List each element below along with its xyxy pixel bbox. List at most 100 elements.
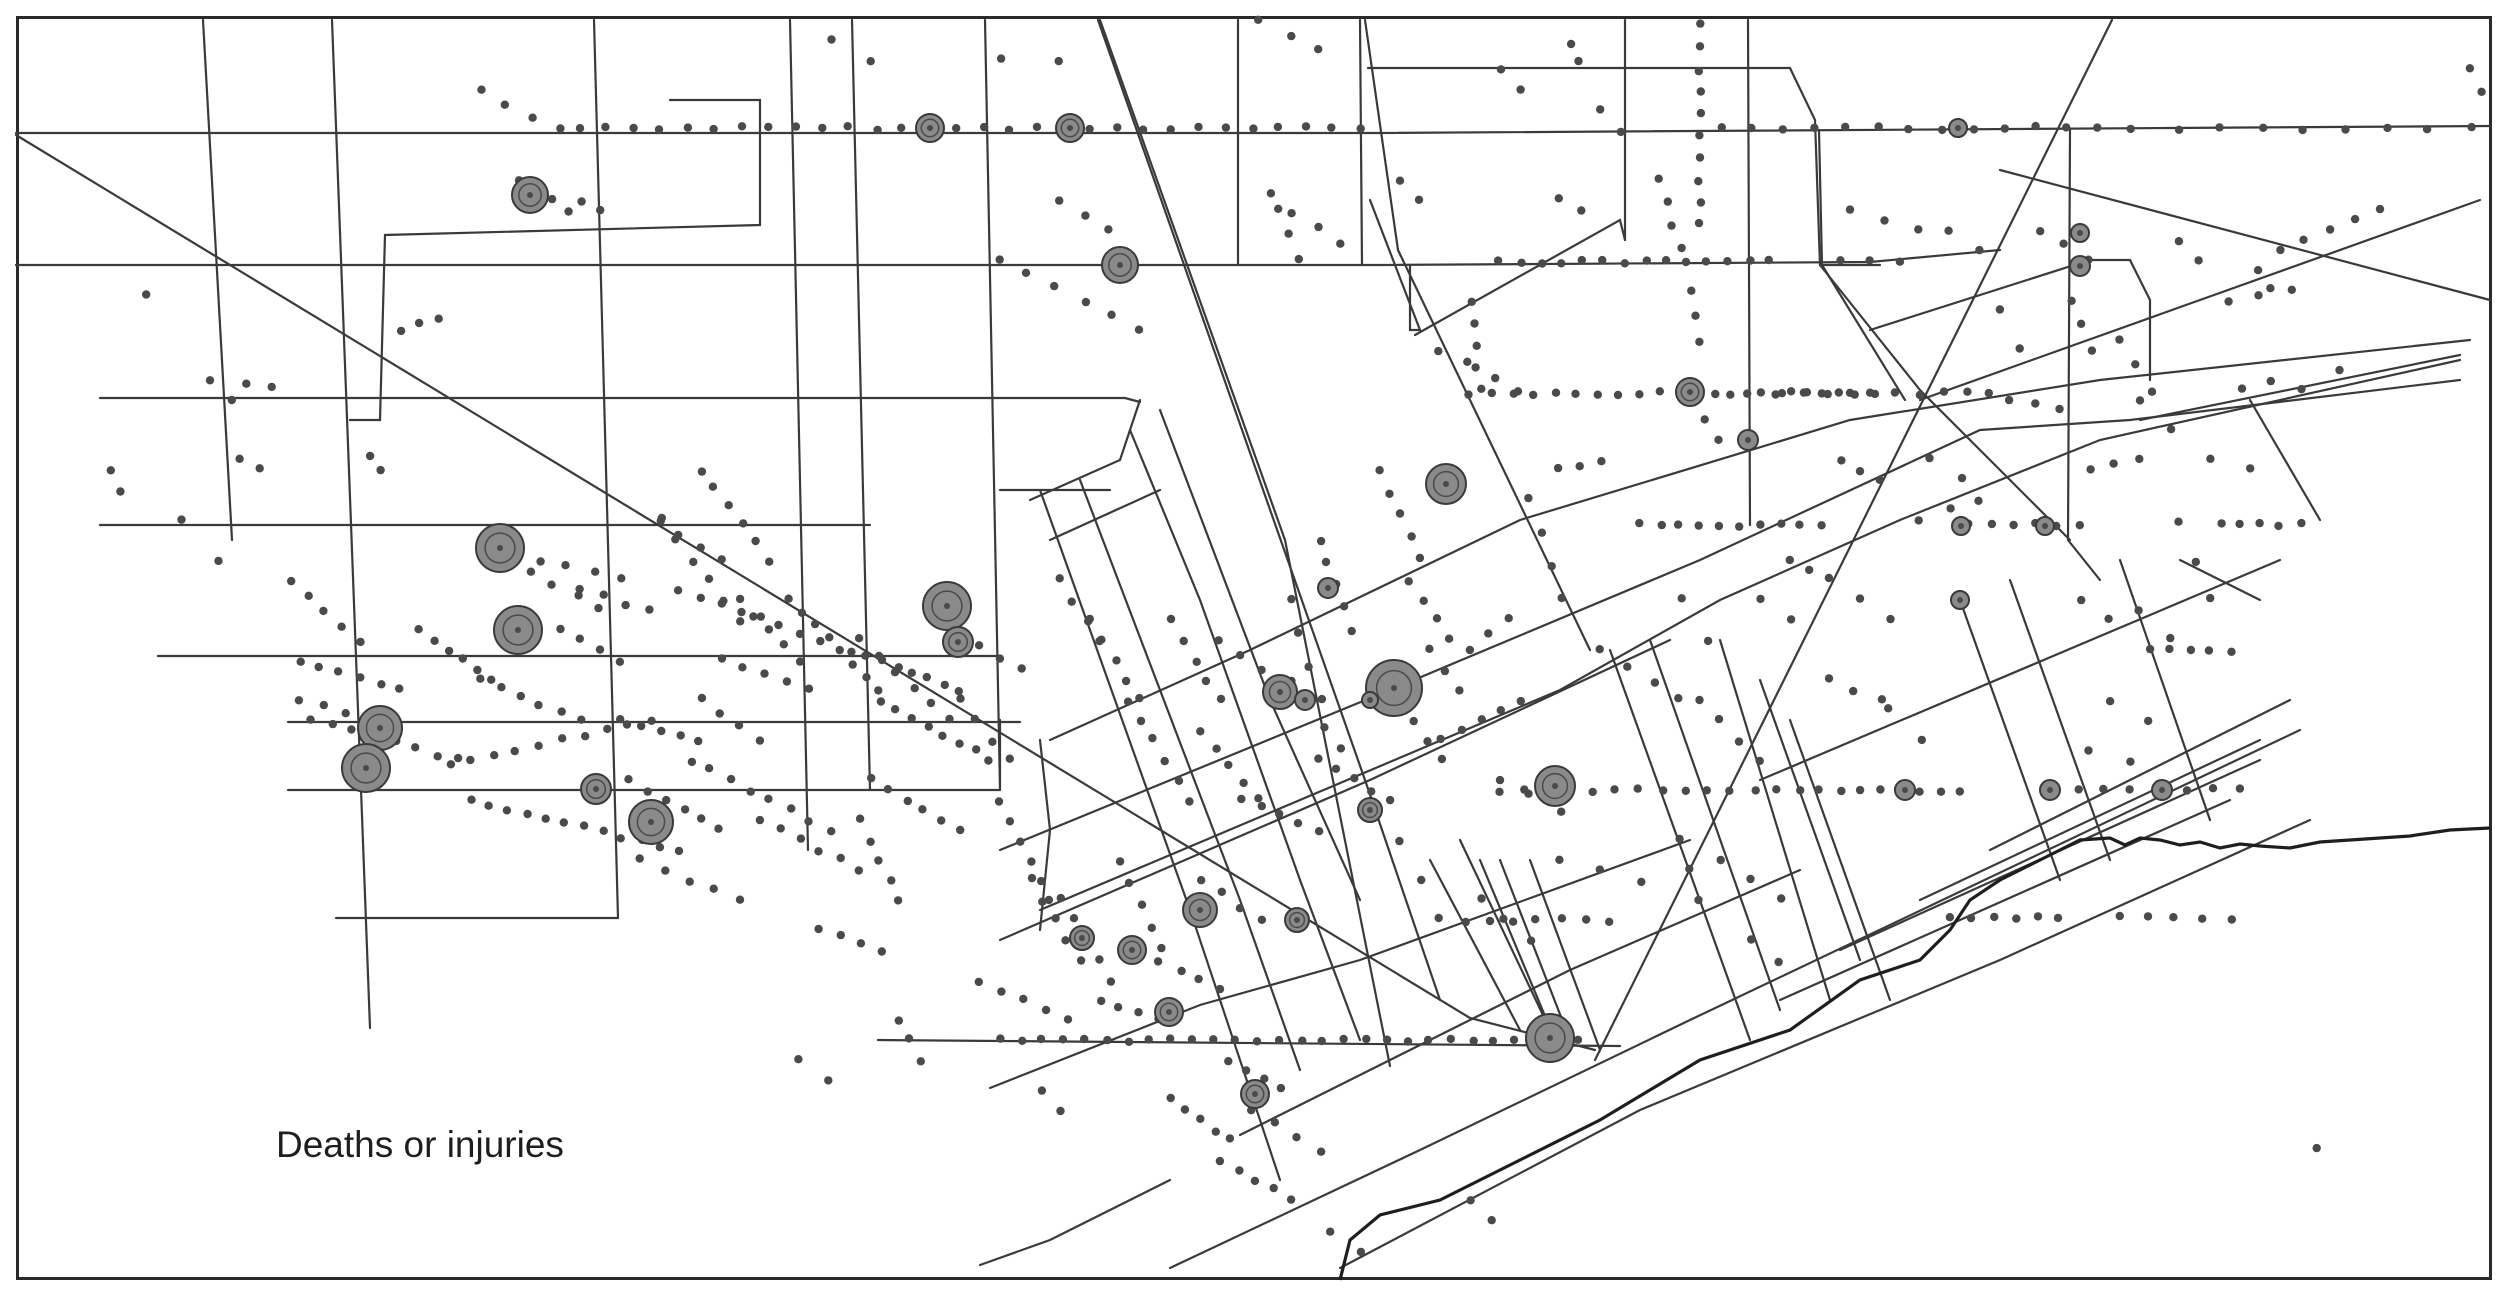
incident-dot	[1914, 516, 1923, 525]
incident-dot	[1197, 876, 1206, 885]
incident-dot	[1301, 122, 1311, 131]
incident-dot	[2166, 633, 2175, 643]
incident-cluster-ring	[1432, 470, 1460, 498]
incident-dot	[956, 694, 965, 703]
incident-dot	[1209, 1035, 1218, 1044]
incident-dot	[887, 876, 896, 885]
incident-dot	[1714, 714, 1724, 724]
incident-dot	[810, 619, 820, 629]
incident-dot	[2074, 785, 2083, 794]
incident-dot	[1466, 1196, 1475, 1205]
incident-dot	[1588, 787, 1597, 797]
incident-dot	[1855, 594, 1865, 603]
incident-dot	[2206, 593, 2215, 603]
incident-dot	[1696, 87, 1706, 96]
incident-dot	[1270, 1118, 1280, 1127]
incident-dot	[1409, 716, 1418, 726]
incident-dot	[1187, 1035, 1197, 1044]
incident-dot	[581, 732, 590, 741]
incident-dot	[1287, 594, 1296, 604]
incident-dot	[1440, 666, 1450, 676]
incident-dot	[1824, 674, 1834, 683]
incident-dot	[1491, 373, 1500, 383]
incident-dot	[1017, 664, 1026, 673]
incident-dot	[1061, 936, 1070, 945]
incident-dot	[1696, 108, 1706, 118]
incident-dot	[242, 379, 251, 388]
incident-dot	[1746, 874, 1755, 884]
incident-dot	[1904, 124, 1913, 134]
incident-dot	[1317, 1036, 1326, 1046]
incident-dot	[2093, 123, 2102, 132]
incident-dot	[214, 556, 223, 566]
incident-dot	[1136, 716, 1146, 726]
incident-dot	[1484, 629, 1493, 638]
incident-dot	[1746, 256, 1755, 265]
incident-dot	[1121, 676, 1131, 686]
incident-dot	[267, 382, 276, 392]
street-line	[1868, 258, 2152, 382]
incident-dot	[1055, 196, 1064, 205]
incident-dot	[1058, 1035, 1068, 1044]
incident-dot	[1331, 764, 1341, 773]
incident-dot	[2031, 399, 2040, 408]
incident-dot	[1004, 125, 1014, 135]
incident-dot	[2125, 785, 2134, 794]
incident-dot	[1785, 555, 1795, 565]
incident-dot	[2335, 365, 2344, 375]
incident-dot	[1716, 855, 1725, 865]
incident-dot	[764, 794, 773, 803]
incident-dot	[434, 314, 443, 323]
incident-dot	[1946, 504, 1955, 513]
incident-dot	[2477, 87, 2486, 97]
street-line	[2008, 578, 2112, 862]
incident-dot	[1880, 216, 1889, 225]
incident-cluster-ring	[931, 590, 963, 622]
incident-dot	[1477, 894, 1486, 903]
incident-dot	[738, 663, 747, 672]
incident-dot	[1485, 916, 1495, 926]
incident-dot	[2186, 645, 2196, 655]
incident-dot	[1495, 775, 1505, 785]
incident-dot	[559, 818, 568, 827]
incident-dot	[956, 825, 965, 835]
street-line	[201, 18, 234, 542]
incident-dot	[697, 814, 706, 823]
incident-dot	[1496, 65, 1506, 74]
incident-dot	[2227, 915, 2236, 924]
incident-dot	[1417, 875, 1426, 885]
incident-dot	[1037, 1086, 1047, 1095]
incident-dot	[1915, 390, 1925, 400]
incident-dot	[1504, 614, 1513, 623]
incident-dot	[1596, 105, 1605, 114]
incident-dot	[1796, 786, 1805, 795]
incident-cluster-center	[1325, 585, 1331, 591]
incident-dot	[894, 1016, 903, 1025]
incident-dot	[599, 590, 608, 599]
incident-dot	[904, 1034, 914, 1043]
incident-dot	[1005, 817, 1015, 826]
incident-dot	[696, 593, 705, 603]
incident-dot	[1595, 645, 1604, 654]
incident-dot	[433, 752, 442, 761]
incident-dot	[938, 731, 947, 740]
incident-dot	[1407, 532, 1416, 541]
incident-cluster-ring	[1073, 929, 1091, 947]
incident-dot	[655, 843, 665, 852]
incident-dot	[1085, 124, 1094, 134]
incident-dot	[1356, 1247, 1366, 1257]
incident-cluster-center	[377, 725, 383, 731]
incident-cluster-ring	[518, 183, 542, 207]
incident-dot	[603, 724, 612, 734]
incident-dot	[694, 736, 703, 746]
incident-cluster-center	[1687, 389, 1693, 395]
incident-dot	[487, 675, 496, 684]
incident-dot	[827, 35, 836, 44]
incident-dot	[1677, 243, 1686, 253]
incident-dot	[1695, 695, 1704, 705]
incident-dot	[751, 536, 760, 546]
incident-dot	[954, 687, 963, 696]
incident-dot	[1717, 123, 1727, 132]
incident-dot	[1595, 865, 1605, 874]
shoreline-path	[1338, 826, 2491, 1281]
